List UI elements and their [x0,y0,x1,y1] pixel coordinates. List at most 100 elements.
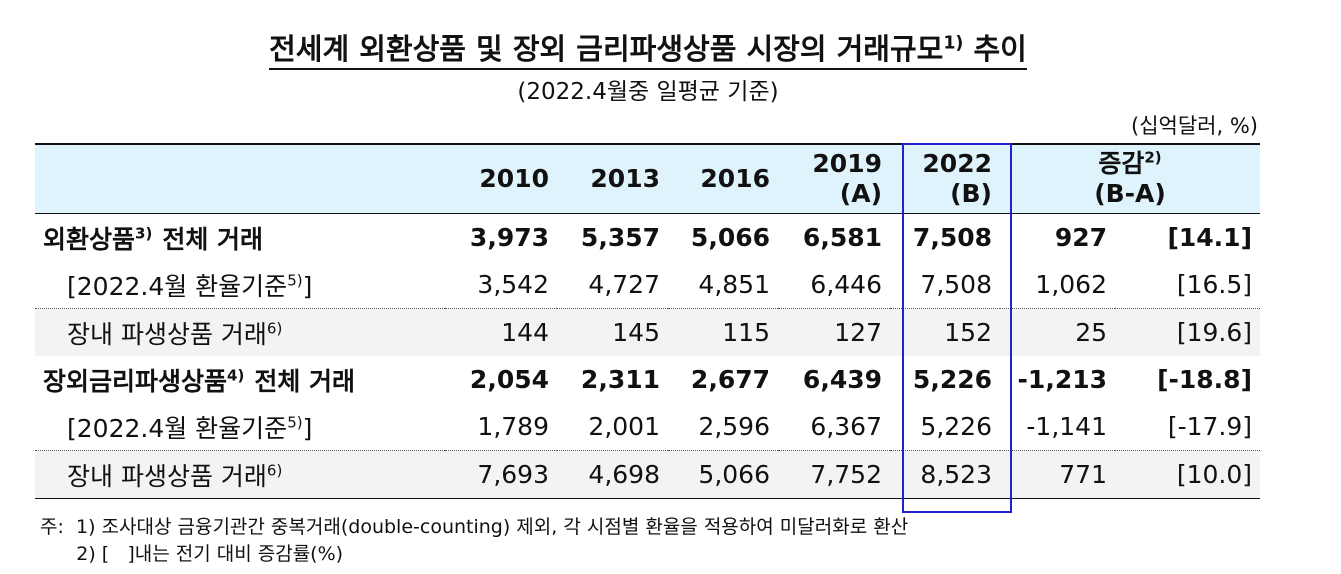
column-header: 2016 [668,144,778,214]
header-row: 2010 2013 2016 2019 (A) 2022 (B) 증감2) (B-A) [35,144,1261,214]
column-year: 2022 [922,149,992,178]
cell: -1,213 [1017,365,1107,394]
cell: 115 [668,308,778,356]
row-label-sup: 5) [287,413,303,432]
header-blank [35,144,445,214]
note-line: 2) [ ]내는 전기 대비 증감률(%) [40,543,343,565]
cell: [16.5] [1176,270,1253,299]
cell: 8,523 [890,450,1000,499]
row-label: 장내 파생상품 거래6) [35,450,445,499]
column-year: 2013 [590,164,660,193]
cell: [-18.8] [1157,365,1253,394]
column-year: 증감 [1098,149,1145,178]
cell: 25 [1000,308,1115,356]
row-label: 장외금리파생상품4) 전체 거래 [35,356,445,403]
row-label-after: ] [302,413,313,443]
cell: 6,581 [802,223,882,252]
data-table: 2010 2013 2016 2019 (A) 2022 (B) 증감2) (B-A) 외환상품… [35,143,1261,499]
row-label-sup: 6) [266,319,283,338]
row-label-sup: 5) [287,271,303,290]
table-row: 장내 파생상품 거래6) 144 145 115 127 152 25 [19.6] [35,308,1261,356]
column-year: 2010 [479,164,549,193]
row-label: 외환상품3) 전체 거래 [35,214,445,262]
column-note: (B-A) [1094,179,1166,208]
cell: [-17.9] [1167,412,1253,441]
row-label-text: 외환상품 [43,224,136,254]
cell: 6,439 [802,365,882,394]
cell: 4,851 [698,270,770,299]
column-year: 2019 [812,149,882,178]
row-label-after: 전체 거래 [162,224,264,254]
cell: -1,141 [1026,412,1107,441]
column-header: 2019 (A) [778,144,890,214]
row-label-text: 장내 파생상품 거래 [67,461,267,491]
cell: [19.6] [1115,308,1261,356]
cell: 7,693 [445,450,557,499]
notes: 주: 1) 조사대상 금융기관간 중복거래(double-counting) 제… [40,514,908,568]
row-label-text: 장외금리파생상품 [43,366,228,396]
cell: 7,508 [912,223,992,252]
cell: 145 [557,308,668,356]
column-header: 2013 [557,144,668,214]
cell: 7,508 [920,270,992,299]
note-text: 1) 조사대상 금융기관간 중복거래(double-counting) 제외, … [75,516,909,538]
cell: 152 [890,308,1000,356]
cell: 1,062 [1035,270,1107,299]
title-suffix: 추이 [973,32,1027,66]
row-label-after: 전체 거래 [254,366,356,396]
cell: 5,226 [920,412,992,441]
column-sup: 2) [1144,148,1162,167]
cell: 2,001 [588,412,660,441]
row-label-text: [2022.4월 환율기준 [67,271,288,301]
cell: 2,054 [469,365,549,394]
note-line: 1) 조사대상 금융기관간 중복거래(double-counting) 제외, … [64,516,908,538]
cell: 6,367 [810,412,882,441]
cell: 4,698 [557,450,668,499]
row-label-sup: 3) [135,224,153,243]
title-sup: 1) [943,33,964,54]
cell: 5,226 [912,365,992,394]
cell: 771 [1000,450,1115,499]
cell: [10.0] [1115,450,1261,499]
cell: 2,596 [698,412,770,441]
table-row: [2022.4월 환율기준5)] 1,789 2,001 2,596 6,367 5,22… [35,403,1260,451]
column-header: 2010 [445,144,557,214]
row-label: 장내 파생상품 거래6) [35,308,445,356]
subtitle: (2022.4월중 일평균 기준) [517,79,779,105]
note-text: 2) [ ]내는 전기 대비 증감률(%) [76,543,344,565]
cell: [14.1] [1167,223,1253,252]
note-prefix: 주: [40,516,64,538]
row-label-text: 장내 파생상품 거래 [67,319,267,349]
table-row: 장내 파생상품 거래6) 7,693 4,698 5,066 7,752 8,523 771… [35,450,1261,499]
title-text: 전세계 외환상품 및 장외 금리파생상품 시장의 거래규모 [269,32,944,66]
table-row: 외환상품3) 전체 거래 3,973 5,357 5,066 6,581 7,508 927 [… [35,214,1260,262]
cell: 927 [1054,223,1107,252]
row-label-sup: 4) [227,366,245,385]
cell: 5,357 [580,223,660,252]
column-header: 증감2) (B-A) [1000,144,1261,214]
highlight-box [902,143,1012,513]
cell: 4,727 [588,270,660,299]
cell: 144 [445,308,557,356]
column-header: 2022 (B) [890,144,1000,214]
cell: 1,789 [477,412,549,441]
cell: 2,311 [580,365,660,394]
cell: 7,752 [778,450,890,499]
column-year: 2016 [700,164,770,193]
cell: 5,066 [690,223,770,252]
unit: (십억달러, %) [1131,114,1258,138]
cell: 3,542 [477,270,549,299]
row-label-sup: 6) [266,461,283,480]
row-label: [2022.4월 환율기준5)] [35,261,445,309]
cell: 6,446 [810,270,882,299]
cell: 3,973 [469,223,549,252]
cell: 5,066 [668,450,778,499]
row-label: [2022.4월 환율기준5)] [35,403,445,451]
cell: 127 [778,308,890,356]
column-note: (A) [839,179,882,208]
table-row: 장외금리파생상품4) 전체 거래 2,054 2,311 2,677 6,439 5,226… [35,356,1260,403]
cell: 2,677 [690,365,770,394]
column-note: (B) [950,179,992,208]
row-label-text: [2022.4월 환율기준 [67,413,288,443]
